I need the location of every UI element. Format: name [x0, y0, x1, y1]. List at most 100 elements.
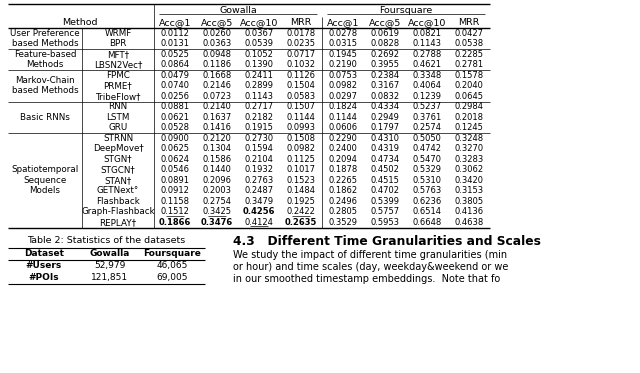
Text: Acc@1: Acc@1 [327, 18, 359, 27]
Text: MFT†: MFT† [107, 50, 129, 59]
Text: 0.0723: 0.0723 [202, 92, 232, 101]
Text: 0.0427: 0.0427 [454, 29, 483, 38]
Text: 0.0538: 0.0538 [454, 39, 484, 48]
Text: 0.1594: 0.1594 [244, 144, 273, 153]
Text: 0.0235: 0.0235 [287, 39, 316, 48]
Text: 0.0625: 0.0625 [161, 144, 189, 153]
Text: 0.0753: 0.0753 [328, 71, 358, 80]
Text: 0.2949: 0.2949 [371, 113, 399, 122]
Text: 0.2018: 0.2018 [454, 113, 483, 122]
Text: 0.4064: 0.4064 [413, 81, 442, 90]
Text: 0.2190: 0.2190 [328, 60, 357, 69]
Text: 0.3425: 0.3425 [202, 207, 232, 216]
Text: 0.2400: 0.2400 [328, 144, 357, 153]
Text: 0.3153: 0.3153 [454, 186, 484, 195]
Text: 0.0131: 0.0131 [161, 39, 189, 48]
Text: 0.6514: 0.6514 [413, 207, 442, 216]
Text: 0.1052: 0.1052 [244, 50, 273, 59]
Text: 0.2574: 0.2574 [413, 123, 442, 132]
Text: Graph-Flashback: Graph-Flashback [81, 207, 155, 216]
Text: 0.1144: 0.1144 [287, 113, 316, 122]
Text: 46,065: 46,065 [157, 261, 188, 270]
Text: 0.0864: 0.0864 [161, 60, 189, 69]
Text: Markov-Chain
based Methods: Markov-Chain based Methods [12, 76, 78, 95]
Text: 0.3955: 0.3955 [371, 60, 399, 69]
Text: 0.2040: 0.2040 [454, 81, 483, 90]
Text: Flashback: Flashback [96, 197, 140, 206]
Text: 0.0583: 0.0583 [287, 92, 316, 101]
Text: 0.3270: 0.3270 [454, 144, 484, 153]
Text: 0.3479: 0.3479 [244, 197, 273, 206]
Text: 0.1508: 0.1508 [287, 134, 316, 143]
Text: 0.5050: 0.5050 [413, 134, 442, 143]
Text: 0.0740: 0.0740 [161, 81, 189, 90]
Text: 0.5310: 0.5310 [413, 176, 442, 185]
Text: 0.1125: 0.1125 [287, 155, 316, 164]
Text: 0.0900: 0.0900 [161, 134, 189, 143]
Text: 52,979: 52,979 [94, 261, 125, 270]
Text: 0.2104: 0.2104 [244, 155, 273, 164]
Text: 0.1017: 0.1017 [287, 165, 316, 174]
Text: Basic RNNs: Basic RNNs [20, 113, 70, 122]
Text: 0.0297: 0.0297 [328, 92, 358, 101]
Text: 0.0260: 0.0260 [202, 29, 232, 38]
Text: 0.0619: 0.0619 [371, 29, 399, 38]
Text: 0.0821: 0.0821 [413, 29, 442, 38]
Text: 0.5757: 0.5757 [371, 207, 399, 216]
Text: GRU: GRU [108, 123, 127, 132]
Text: Feature-based
Methods: Feature-based Methods [13, 50, 76, 69]
Text: 0.1304: 0.1304 [202, 144, 232, 153]
Text: 0.1932: 0.1932 [244, 165, 273, 174]
Text: Acc@5: Acc@5 [369, 18, 401, 27]
Text: 0.3167: 0.3167 [371, 81, 399, 90]
Text: 0.2754: 0.2754 [202, 197, 232, 206]
Text: Acc@10: Acc@10 [240, 18, 278, 27]
Text: 0.0112: 0.0112 [161, 29, 189, 38]
Text: 0.1637: 0.1637 [202, 113, 232, 122]
Text: 0.1925: 0.1925 [287, 197, 316, 206]
Text: 0.1878: 0.1878 [328, 165, 358, 174]
Text: 0.4502: 0.4502 [371, 165, 399, 174]
Text: 0.1186: 0.1186 [202, 60, 232, 69]
Text: 0.0624: 0.0624 [161, 155, 189, 164]
Text: 0.2781: 0.2781 [454, 60, 484, 69]
Text: 0.2717: 0.2717 [244, 102, 273, 111]
Text: 0.4638: 0.4638 [454, 218, 484, 227]
Text: 0.2411: 0.2411 [244, 71, 273, 80]
Text: Acc@1: Acc@1 [159, 18, 191, 27]
Text: 0.2094: 0.2094 [328, 155, 357, 164]
Text: 0.1032: 0.1032 [287, 60, 316, 69]
Text: GETNext°: GETNext° [97, 186, 139, 195]
Text: 0.2182: 0.2182 [244, 113, 273, 122]
Text: 0.0881: 0.0881 [161, 102, 189, 111]
Text: 0.1578: 0.1578 [454, 71, 484, 80]
Text: PRME†: PRME† [104, 81, 132, 90]
Text: 0.3420: 0.3420 [454, 176, 483, 185]
Text: 0.2146: 0.2146 [202, 81, 232, 90]
Text: 0.0363: 0.0363 [202, 39, 232, 48]
Text: Table 2: Statistics of the datasets: Table 2: Statistics of the datasets [28, 236, 186, 245]
Text: 0.0528: 0.0528 [161, 123, 189, 132]
Text: STGCN†: STGCN† [100, 165, 136, 174]
Text: 0.0621: 0.0621 [161, 113, 189, 122]
Text: 0.2285: 0.2285 [454, 50, 483, 59]
Text: 0.1586: 0.1586 [202, 155, 232, 164]
Text: 0.2635: 0.2635 [285, 218, 317, 227]
Text: 0.2096: 0.2096 [202, 176, 232, 185]
Text: 0.0912: 0.0912 [161, 186, 189, 195]
Text: 0.2496: 0.2496 [328, 197, 358, 206]
Text: 0.4515: 0.4515 [371, 176, 399, 185]
Text: 0.0178: 0.0178 [287, 29, 316, 38]
Text: 0.4124: 0.4124 [244, 218, 273, 227]
Text: 0.5237: 0.5237 [412, 102, 442, 111]
Text: 0.1440: 0.1440 [203, 165, 232, 174]
Text: 121,851: 121,851 [92, 273, 129, 282]
Text: 0.3529: 0.3529 [328, 218, 358, 227]
Text: 0.4702: 0.4702 [371, 186, 399, 195]
Text: 0.2899: 0.2899 [244, 81, 273, 90]
Text: 0.2788: 0.2788 [412, 50, 442, 59]
Text: 0.0256: 0.0256 [161, 92, 189, 101]
Text: 0.0525: 0.0525 [161, 50, 189, 59]
Text: 0.0832: 0.0832 [371, 92, 399, 101]
Text: Gowalla: Gowalla [219, 6, 257, 15]
